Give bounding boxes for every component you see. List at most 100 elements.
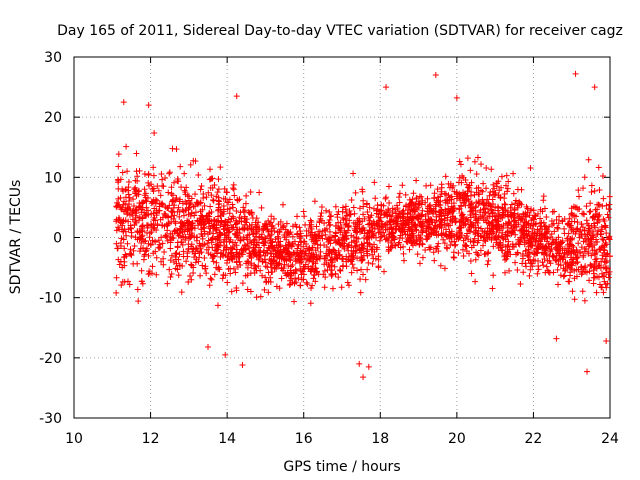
data-point: [453, 94, 460, 101]
data-point: [440, 236, 447, 243]
data-point: [590, 232, 597, 239]
data-point: [275, 260, 282, 267]
data-point: [357, 276, 364, 283]
data-point: [389, 234, 396, 241]
data-point: [242, 246, 249, 253]
data-point: [131, 242, 138, 249]
data-point: [375, 225, 382, 232]
data-point: [592, 213, 599, 220]
data-point: [534, 270, 541, 277]
data-point: [605, 214, 612, 221]
data-point: [564, 235, 571, 242]
data-point: [198, 249, 205, 256]
data-point: [123, 232, 130, 239]
data-point: [467, 257, 474, 264]
data-point: [460, 252, 467, 259]
data-point: [531, 235, 538, 242]
data-point: [465, 236, 472, 243]
data-point: [260, 240, 267, 247]
data-point: [265, 217, 272, 224]
data-point: [207, 225, 214, 232]
data-point: [128, 233, 135, 240]
data-point: [602, 265, 609, 272]
data-point: [176, 213, 183, 220]
data-point: [289, 233, 296, 240]
data-point: [546, 252, 553, 259]
data-point: [600, 195, 607, 202]
data-point: [360, 271, 367, 278]
data-point: [123, 143, 130, 150]
data-point: [407, 209, 414, 216]
data-point: [215, 218, 222, 225]
data-point: [537, 232, 544, 239]
data-point: [386, 200, 393, 207]
data-point: [332, 249, 339, 256]
data-point: [186, 273, 193, 280]
data-point: [359, 188, 366, 195]
data-point: [571, 296, 578, 303]
data-point: [166, 202, 173, 209]
data-point: [457, 161, 464, 168]
data-point: [508, 201, 515, 208]
data-point: [344, 223, 351, 230]
data-point: [300, 208, 307, 215]
data-point: [250, 230, 257, 237]
data-point: [233, 93, 240, 100]
data-point: [375, 211, 382, 218]
data-point: [596, 246, 603, 253]
data-point: [273, 283, 280, 290]
data-point: [372, 195, 379, 202]
data-point: [187, 161, 194, 168]
data-point: [233, 287, 240, 294]
data-point: [382, 211, 389, 218]
data-point: [456, 224, 463, 231]
data-point: [418, 193, 425, 200]
data-point: [586, 277, 593, 284]
data-point: [280, 265, 287, 272]
data-point: [148, 200, 155, 207]
data-point: [381, 212, 388, 219]
data-point: [470, 210, 477, 217]
data-point: [301, 213, 308, 220]
data-point: [183, 258, 190, 265]
data-point: [362, 276, 369, 283]
data-point: [220, 203, 227, 210]
data-point: [153, 254, 160, 261]
data-point: [345, 247, 352, 254]
data-point: [269, 260, 276, 267]
data-point: [136, 167, 143, 174]
data-point: [154, 222, 161, 229]
y-axis-label: SDTVAR / TECUs: [8, 180, 24, 295]
data-point: [495, 178, 502, 185]
data-point: [192, 209, 199, 216]
data-point: [410, 190, 417, 197]
data-point: [441, 240, 448, 247]
data-point: [239, 362, 246, 369]
data-point: [223, 238, 230, 245]
data-point: [392, 217, 399, 224]
data-point: [132, 208, 139, 215]
data-point: [224, 189, 231, 196]
y-tick-label: 0: [53, 231, 62, 247]
data-point: [311, 198, 318, 205]
data-point: [199, 262, 206, 269]
data-point: [250, 237, 257, 244]
data-point: [329, 285, 336, 292]
data-point: [310, 259, 317, 266]
data-point: [360, 203, 367, 210]
data-point: [415, 204, 422, 211]
data-point: [560, 273, 567, 280]
data-point: [541, 247, 548, 254]
data-point: [207, 275, 214, 282]
data-point: [139, 222, 146, 229]
data-point: [223, 244, 230, 251]
data-point: [517, 280, 524, 287]
data-point: [560, 253, 567, 260]
data-point: [437, 262, 444, 269]
data-point: [557, 245, 564, 252]
data-point: [250, 247, 257, 254]
data-point: [396, 199, 403, 206]
data-point: [365, 213, 372, 220]
data-point: [291, 298, 298, 305]
data-point: [224, 279, 231, 286]
